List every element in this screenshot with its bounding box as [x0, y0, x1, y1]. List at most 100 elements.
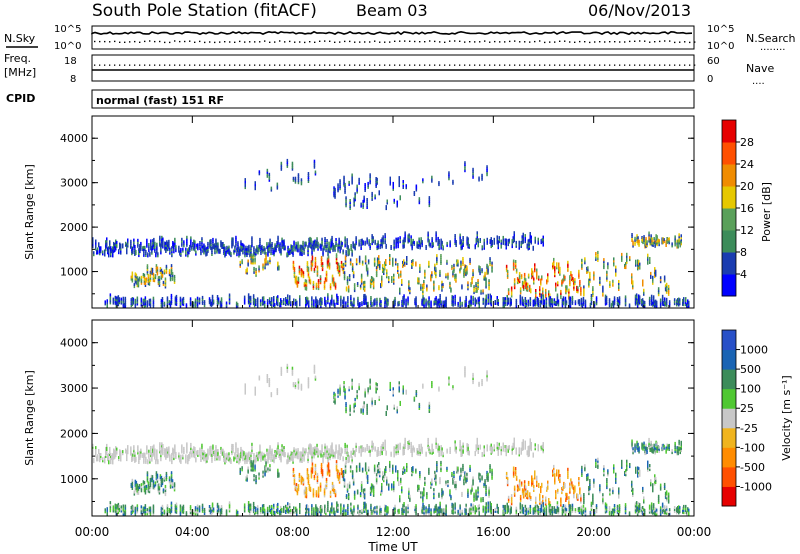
echo-cell — [280, 455, 282, 459]
echo-cell — [370, 298, 372, 301]
echo-cell — [446, 241, 448, 245]
echo-cell — [375, 268, 378, 272]
echo-cell — [635, 299, 638, 303]
echo-cell — [296, 246, 298, 250]
echo-cell — [220, 446, 222, 450]
echo-cell — [116, 298, 119, 302]
echo-cell — [138, 454, 140, 458]
echo-cell — [131, 248, 133, 252]
nave-point — [289, 64, 291, 66]
echo-cell — [266, 448, 268, 452]
echo-cell — [334, 187, 336, 191]
echo-cell — [514, 266, 517, 269]
echo-cell — [167, 247, 169, 251]
echo-cell — [197, 245, 199, 249]
echo-cell — [584, 257, 586, 261]
echo-cell — [225, 459, 227, 463]
echo-cell — [259, 303, 262, 307]
echo-cell — [312, 286, 315, 290]
echo-cell — [237, 243, 239, 247]
echo-cell — [383, 270, 385, 273]
echo-cell — [132, 250, 134, 254]
echo-cell — [562, 296, 565, 300]
echo-cell — [131, 279, 134, 283]
echo-cell — [581, 264, 583, 268]
echo-cell — [235, 235, 237, 239]
echo-cell — [120, 456, 122, 460]
echo-cell — [263, 304, 266, 308]
echo-cell — [154, 276, 157, 280]
echo-cell — [249, 254, 251, 258]
echo-cell — [515, 240, 517, 244]
echo-cell — [351, 265, 354, 269]
echo-cell — [250, 251, 252, 255]
echo-cell — [509, 299, 511, 303]
echo-cell — [329, 287, 332, 291]
echo-cell — [409, 291, 411, 295]
echo-cell — [392, 263, 394, 267]
echo-cell — [172, 451, 174, 455]
echo-cell — [248, 298, 251, 302]
echo-cell — [106, 237, 108, 241]
echo-cell — [200, 248, 202, 252]
echo-cell — [517, 278, 520, 282]
echo-cell — [679, 240, 681, 244]
echo-cell — [124, 302, 127, 306]
echo-cell — [478, 304, 480, 308]
echo-cell — [209, 239, 211, 243]
echo-cell — [426, 286, 428, 290]
echo-cell — [427, 239, 429, 243]
echo-cell — [651, 237, 653, 241]
echo-cell — [138, 456, 140, 460]
echo-cell — [240, 246, 242, 250]
echo-cell — [281, 237, 283, 241]
echo-cell — [440, 256, 442, 259]
echo-cell — [134, 247, 136, 250]
echo-cell — [527, 239, 529, 243]
echo-cell — [205, 458, 207, 462]
nave-point — [384, 64, 386, 66]
echo-cell — [328, 262, 331, 266]
echo-cell — [119, 246, 121, 250]
echo-cell — [301, 249, 303, 253]
echo-cell — [240, 446, 242, 450]
echo-cell — [248, 248, 250, 252]
echo-cell — [380, 302, 382, 306]
echo-cell — [301, 460, 303, 463]
echo-cell — [307, 176, 310, 179]
echo-cell — [637, 267, 639, 271]
nsearch-point — [94, 40, 96, 43]
echo-cell — [156, 246, 158, 250]
echo-cell — [454, 296, 456, 300]
echo-cell — [174, 444, 176, 448]
echo-cell — [461, 242, 463, 246]
echo-cell — [437, 242, 439, 246]
echo-cell — [255, 267, 257, 271]
echo-cell — [117, 301, 120, 305]
echo-cell — [126, 243, 128, 247]
echo-cell — [363, 302, 365, 306]
nsearch-point — [379, 41, 381, 43]
echo-cell — [579, 281, 581, 285]
echo-cell — [393, 247, 395, 251]
echo-cell — [117, 297, 120, 301]
echo-cell — [213, 246, 215, 250]
echo-cell — [364, 189, 366, 192]
echo-cell — [159, 450, 161, 454]
echo-cell — [580, 303, 583, 307]
echo-cell — [237, 449, 239, 453]
echo-cell — [214, 251, 216, 255]
echo-cell — [151, 249, 153, 253]
echo-cell — [679, 244, 681, 248]
echo-cell — [278, 455, 280, 458]
echo-cell — [599, 276, 601, 280]
echo-cell — [393, 200, 395, 204]
echo-cell — [367, 181, 369, 185]
echo-cell — [300, 270, 303, 274]
echo-cell — [345, 286, 348, 290]
echo-cell — [106, 305, 108, 309]
echo-cell — [438, 181, 440, 185]
echo-cell — [532, 245, 534, 249]
echo-cell — [335, 255, 338, 259]
echo-cell — [537, 304, 540, 308]
